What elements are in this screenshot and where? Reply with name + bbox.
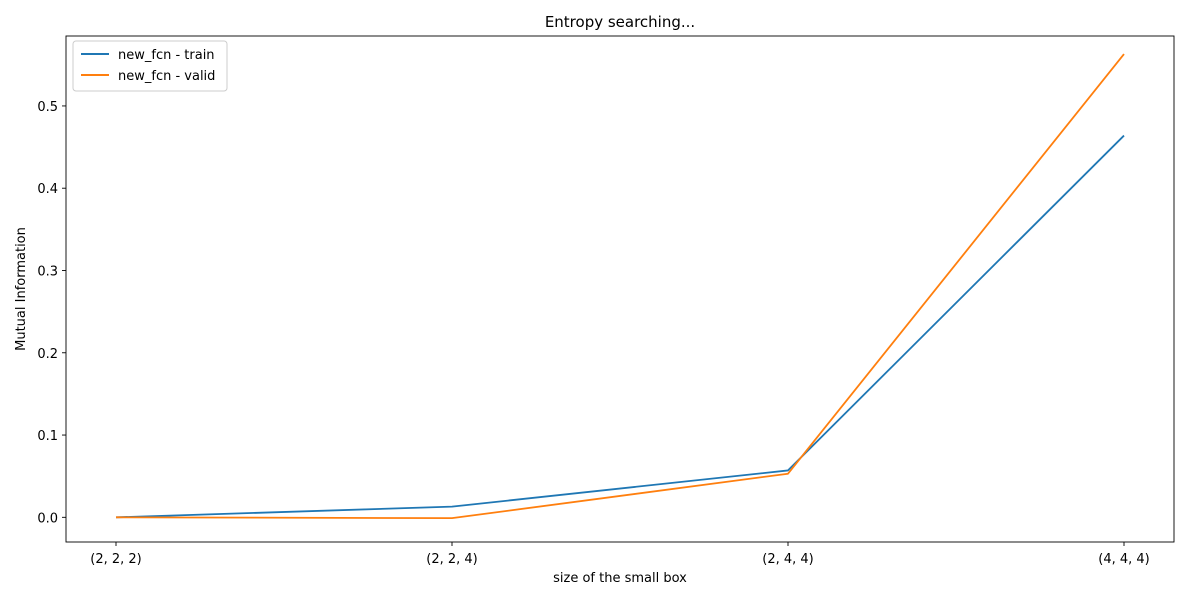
y-axis-label: Mutual Information [14,227,29,351]
legend-label-valid: new_fcn - valid [118,69,215,84]
y-tick-label: 0.5 [37,100,58,115]
x-tick-label: (2, 2, 4) [426,552,478,567]
x-tick-label: (2, 4, 4) [762,552,814,567]
y-tick-label: 0.2 [37,347,58,362]
chart-title: Entropy searching... [545,13,695,31]
x-axis-label: size of the small box [553,571,687,586]
y-tick-label: 0.0 [37,511,58,526]
y-tick-label: 0.3 [37,264,58,279]
y-tick-label: 0.1 [37,429,58,444]
legend-label-train: new_fcn - train [118,48,215,63]
legend: new_fcn - train new_fcn - valid [73,41,227,91]
x-tick-label: (4, 4, 4) [1098,552,1150,567]
x-tick-label: (2, 2, 2) [90,552,142,567]
y-tick-label: 0.4 [37,182,58,197]
